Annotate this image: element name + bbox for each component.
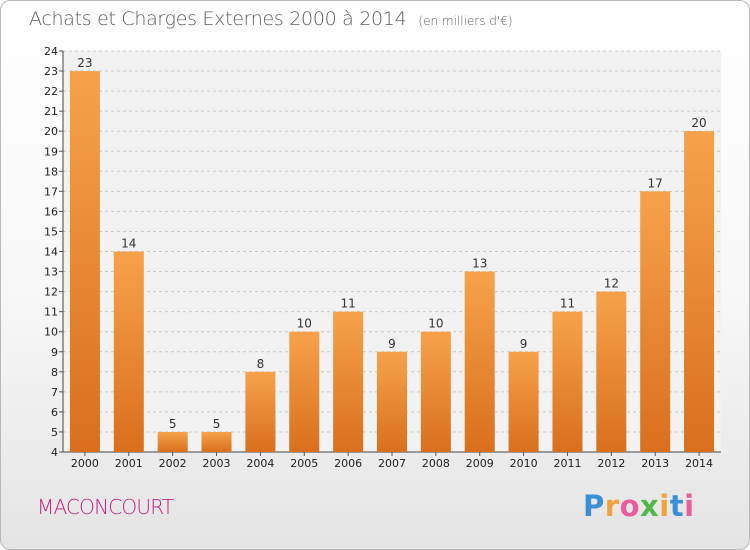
y-tick-label: 14 xyxy=(44,246,58,259)
y-tick-label: 18 xyxy=(44,165,58,178)
x-tick-label: 2001 xyxy=(115,457,143,470)
bar xyxy=(420,331,451,452)
logo-letter: P xyxy=(583,489,605,523)
x-tick-label: 2006 xyxy=(334,457,362,470)
y-tick-label: 13 xyxy=(44,266,58,279)
bar-value-label: 5 xyxy=(169,417,177,431)
proxiti-logo: Proxiti xyxy=(583,489,695,523)
bar xyxy=(113,251,144,452)
y-tick-label: 11 xyxy=(44,306,58,319)
commune-name: MACONCOURT xyxy=(37,495,174,519)
bar xyxy=(640,191,671,452)
y-tick-label: 15 xyxy=(44,225,58,238)
bar xyxy=(69,71,100,453)
bar-value-label: 12 xyxy=(604,277,619,291)
x-tick-label: 2014 xyxy=(685,457,713,470)
chart-unit: (en milliers d'€) xyxy=(418,14,513,28)
x-tick-label: 2002 xyxy=(159,457,187,470)
x-tick-label: 2000 xyxy=(71,457,99,470)
bar xyxy=(464,271,495,452)
bar-value-label: 11 xyxy=(560,297,575,311)
logo-letter: i xyxy=(659,489,670,523)
x-tick-label: 2007 xyxy=(378,457,406,470)
x-tick-label: 2003 xyxy=(203,457,231,470)
bar xyxy=(201,431,232,452)
bar-value-label: 10 xyxy=(428,317,443,331)
bar xyxy=(684,131,715,452)
logo-letter: r xyxy=(604,489,620,523)
y-tick-label: 5 xyxy=(51,426,58,439)
bar-value-label: 23 xyxy=(77,56,92,70)
y-tick-label: 7 xyxy=(51,386,58,399)
y-tick-label: 6 xyxy=(51,406,58,419)
bar xyxy=(508,351,539,452)
y-tick-label: 16 xyxy=(44,205,58,218)
y-tick-label: 22 xyxy=(44,85,58,98)
y-tick-label: 19 xyxy=(44,145,58,158)
bar-value-label: 20 xyxy=(691,116,706,130)
y-tick-label: 9 xyxy=(51,346,58,359)
chart-title: Achats et Charges Externes 2000 à 2014 xyxy=(29,8,407,30)
y-tick-label: 17 xyxy=(44,185,58,198)
x-tick-label: 2011 xyxy=(553,457,581,470)
y-tick-label: 20 xyxy=(44,125,58,138)
x-tick-label: 2010 xyxy=(510,457,538,470)
bar xyxy=(245,371,276,452)
bar-value-label: 5 xyxy=(213,417,221,431)
y-tick-label: 8 xyxy=(51,366,58,379)
bar-value-label: 17 xyxy=(648,176,663,190)
x-tick-label: 2008 xyxy=(422,457,450,470)
bar xyxy=(289,331,320,452)
bar-value-label: 8 xyxy=(257,357,265,371)
logo-letter: o xyxy=(619,489,641,523)
bar xyxy=(157,431,188,452)
bar xyxy=(377,351,407,452)
x-tick-label: 2004 xyxy=(246,457,274,470)
logo-letter: t xyxy=(669,489,685,523)
x-tick-label: 2009 xyxy=(466,457,494,470)
chart-title-block: Achats et Charges Externes 2000 à 2014 (e… xyxy=(29,8,513,30)
y-tick-label: 23 xyxy=(44,65,58,78)
x-tick-label: 2012 xyxy=(597,457,625,470)
logo-letter: x xyxy=(640,489,660,523)
logo-letter: i xyxy=(684,489,695,523)
bar-value-label: 11 xyxy=(340,297,355,311)
y-tick-label: 10 xyxy=(44,326,58,339)
x-tick-label: 2013 xyxy=(641,457,669,470)
x-tick-label: 2005 xyxy=(290,457,318,470)
bar-value-label: 13 xyxy=(472,257,487,271)
bar-value-label: 9 xyxy=(520,337,528,351)
y-tick-label: 4 xyxy=(51,446,58,459)
y-tick-label: 21 xyxy=(44,105,58,118)
y-tick-label: 24 xyxy=(44,45,58,58)
bar xyxy=(333,311,364,452)
bar xyxy=(552,311,583,452)
bar-value-label: 14 xyxy=(121,237,136,251)
bar-value-label: 9 xyxy=(388,337,396,351)
y-tick-label: 12 xyxy=(44,286,58,299)
bar-value-label: 10 xyxy=(297,317,312,331)
bar xyxy=(596,291,627,452)
